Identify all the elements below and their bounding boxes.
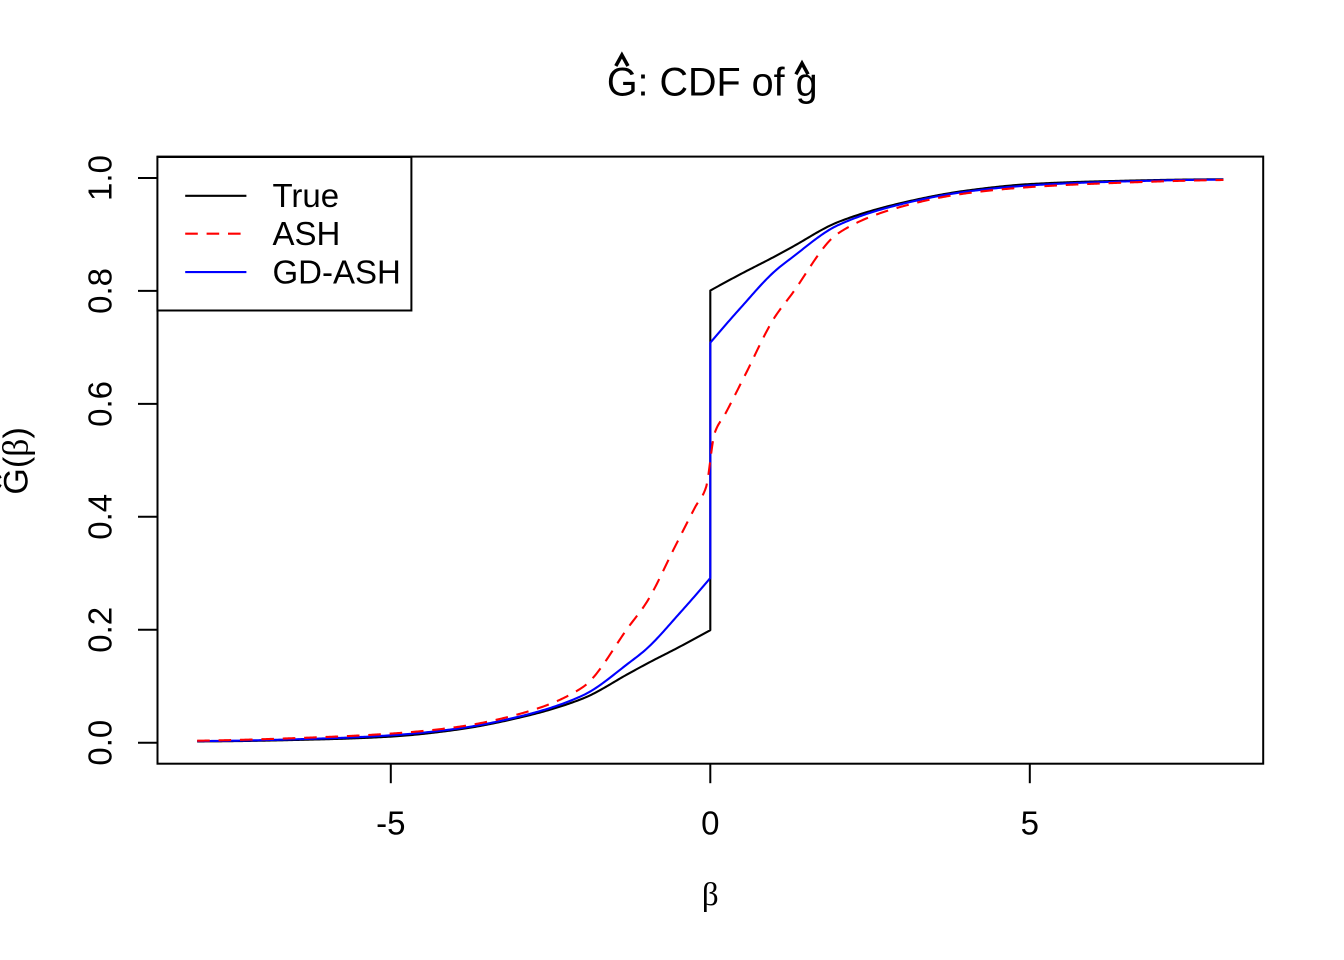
svg-text:β: β — [702, 877, 719, 913]
svg-text:G(β): G(β) — [0, 427, 35, 494]
svg-text:0.0: 0.0 — [81, 720, 118, 766]
svg-text:ASH: ASH — [273, 215, 341, 252]
svg-text:0: 0 — [701, 805, 719, 842]
svg-text:5: 5 — [1021, 805, 1039, 842]
svg-text:1.0: 1.0 — [81, 155, 118, 201]
svg-text:GD-ASH: GD-ASH — [273, 253, 401, 290]
svg-text:True: True — [273, 177, 340, 214]
svg-text:0.8: 0.8 — [81, 268, 118, 314]
svg-text:0.6: 0.6 — [81, 381, 118, 427]
svg-text:G: CDF of g: G: CDF of g — [607, 60, 818, 104]
svg-text:0.4: 0.4 — [81, 494, 118, 540]
svg-text:0.2: 0.2 — [81, 607, 118, 653]
svg-text:-5: -5 — [376, 805, 405, 842]
